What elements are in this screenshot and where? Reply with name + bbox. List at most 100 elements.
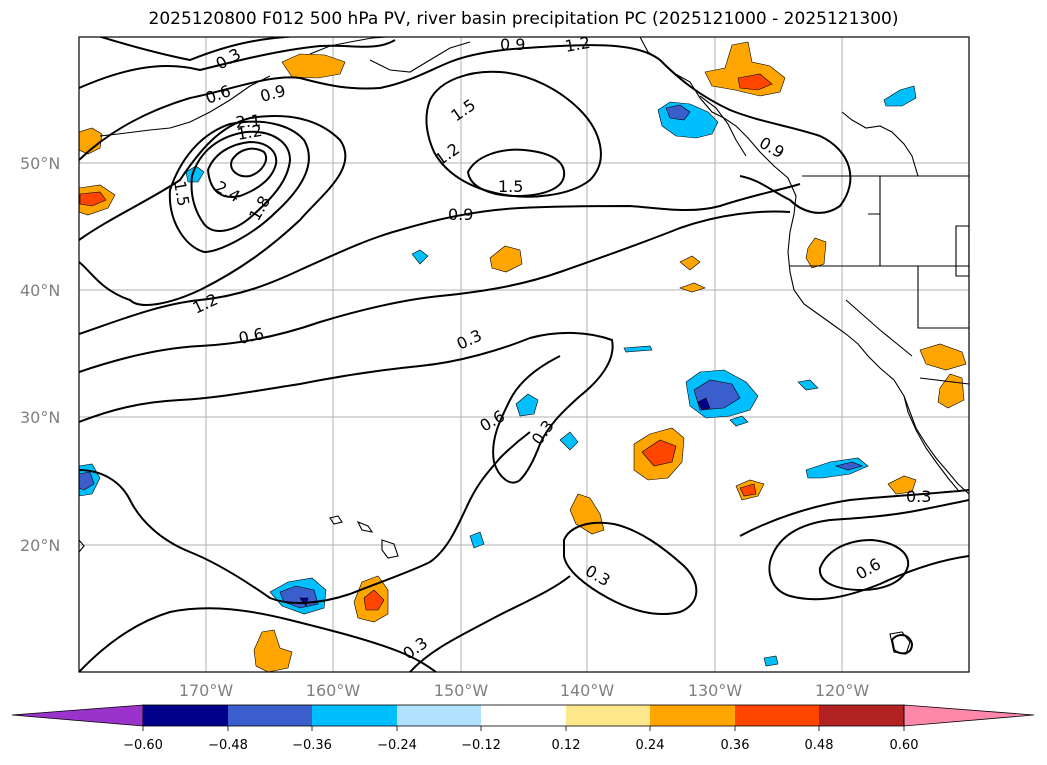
lon-label: 140°W — [560, 681, 615, 700]
precip-positive-area — [805, 237, 827, 269]
pv-contour — [97, 37, 301, 62]
pv-contour — [79, 431, 531, 604]
pv-contour — [79, 115, 347, 306]
contour-label: 1.5 — [170, 179, 193, 207]
colorbar-segment — [819, 705, 904, 726]
coastline-island — [79, 539, 85, 553]
lon-label: 130°W — [688, 681, 743, 700]
colorbar-tick-label: −0.12 — [461, 738, 501, 753]
contour-label: 2.1 — [235, 111, 262, 132]
pv-contour — [79, 39, 396, 89]
precip-negative-area — [729, 415, 749, 427]
precip-negative-area — [559, 431, 579, 451]
precip-shading — [79, 41, 967, 672]
precip-positive-area — [641, 439, 677, 467]
precip-negative-area — [697, 397, 711, 411]
precip-positive-area — [79, 127, 103, 155]
lon-label: 120°W — [815, 681, 870, 700]
precip-negative-area — [665, 104, 691, 121]
lat-label: 30°N — [20, 408, 60, 427]
lon-label: 150°W — [434, 681, 489, 700]
pv-contour — [79, 331, 614, 484]
pv-contour — [190, 130, 292, 232]
pv-contour — [79, 183, 801, 335]
contour-label: 1.5 — [498, 177, 523, 196]
precip-negative-area — [411, 249, 429, 265]
lon-label: 170°W — [179, 681, 234, 700]
precip-positive-area — [887, 475, 917, 495]
pv-contour — [206, 140, 278, 198]
coastline-north-america — [639, 37, 969, 495]
pv-contour — [768, 499, 969, 601]
colorbar-extend-max — [903, 704, 1035, 727]
colorbar-tick-label: 0.48 — [805, 738, 834, 753]
precip-positive-area — [489, 245, 523, 273]
state-border — [845, 299, 913, 357]
coastlines — [79, 37, 969, 655]
pv-contour — [466, 148, 566, 198]
lat-label: 50°N — [20, 154, 60, 173]
colorbar-tick-label: 0.12 — [552, 738, 581, 753]
precip-positive-area — [739, 483, 757, 497]
pv-contour — [563, 521, 698, 616]
precip-positive-area — [679, 255, 701, 271]
pv-contour — [818, 538, 910, 592]
contour-label: 1.2 — [563, 33, 591, 56]
precip-negative-area — [623, 345, 653, 353]
map-title: 2025120800 F012 500 hPa PV, river basin … — [148, 9, 899, 29]
lat-label: 20°N — [20, 536, 60, 555]
precip-negative-area — [515, 393, 539, 417]
pv-contour — [890, 634, 914, 655]
map-frame — [78, 36, 970, 673]
lat-label: 40°N — [20, 281, 60, 300]
precip-negative-area — [883, 85, 917, 107]
colorbar-tick-label: 0.60 — [890, 738, 919, 753]
colorbar-segment — [228, 705, 312, 726]
colorbar-tick-label: −0.36 — [292, 738, 332, 753]
colorbar: −0.60 −0.48 −0.36 −0.24 −0.12 0.12 0.24 … — [11, 704, 1035, 753]
state-border — [841, 111, 919, 177]
coastline-hawaii — [329, 515, 399, 559]
colorbar-tick-label: 0.24 — [636, 738, 665, 753]
state-border — [917, 266, 969, 329]
precip-positive-area — [253, 629, 293, 672]
colorbar-tick-label: 0.36 — [721, 738, 750, 753]
pv-contour — [79, 44, 852, 214]
contour-label: 0.9 — [448, 205, 473, 224]
contour-label: 1.2 — [235, 121, 263, 144]
colorbar-extend-min — [11, 704, 144, 727]
precip-positive-area — [919, 343, 967, 371]
latitude-labels: 50°N 40°N 30°N 20°N — [20, 154, 60, 555]
pv-contour — [79, 210, 791, 373]
colorbar-segment — [481, 705, 566, 726]
pv-contour — [425, 70, 602, 198]
pv-contours — [79, 37, 969, 672]
colorbar-tick-label: −0.24 — [377, 738, 417, 753]
precip-negative-area — [763, 655, 779, 667]
precip-positive-area — [737, 73, 773, 91]
longitude-labels: 170°W 160°W 150°W 140°W 130°W 120°W — [179, 681, 870, 700]
colorbar-segment — [566, 705, 650, 726]
coastline-bc-islands — [699, 95, 747, 157]
colorbar-tick-label: −0.60 — [123, 738, 163, 753]
pv-contour — [79, 607, 437, 672]
precip-negative-area — [834, 461, 863, 471]
pv-contour — [168, 120, 310, 254]
coastline-aleutians — [99, 75, 271, 137]
precip-positive-area — [363, 589, 385, 611]
pv-contour — [409, 575, 571, 672]
graticule — [79, 37, 969, 672]
coastline-alaska-south — [369, 41, 471, 73]
state-border — [955, 225, 969, 277]
pv-contour — [230, 147, 268, 178]
precip-positive-area — [79, 191, 107, 207]
colorbar-tick-label: −0.48 — [208, 738, 248, 753]
precip-negative-area — [469, 531, 485, 549]
colorbar-segment — [650, 705, 735, 726]
colorbar-segment — [143, 705, 228, 726]
contour-label: 0.9 — [500, 35, 525, 54]
precip-positive-area — [679, 282, 706, 293]
colorbar-segment — [397, 705, 481, 726]
precip-negative-area — [79, 471, 95, 491]
